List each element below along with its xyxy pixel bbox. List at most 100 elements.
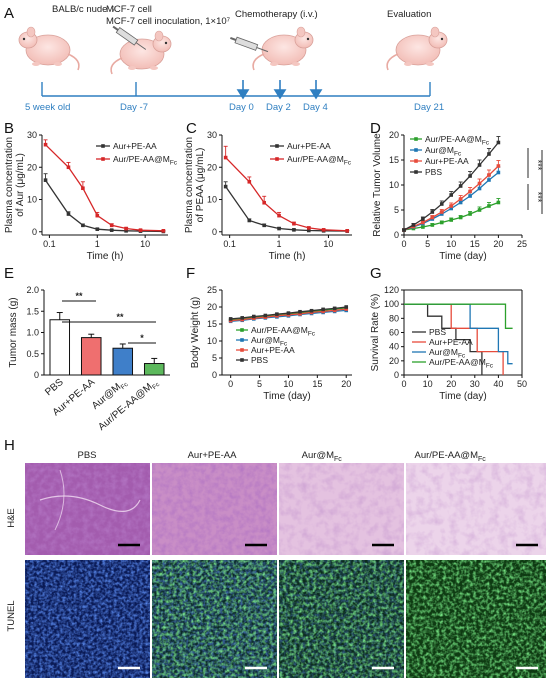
legend-label: Aur+PE-AA [113, 141, 157, 151]
mouse-icon [386, 26, 448, 71]
y-tick-label: 120 [384, 285, 399, 295]
inoculation-label-line1: MCF-7 cell [106, 4, 152, 15]
data-point [275, 312, 279, 316]
legend-label: Aur+PE-AA [425, 156, 469, 166]
x-tick-label: Aur/PE-AA@MFc [96, 376, 161, 434]
series-line [225, 186, 348, 232]
data-point [66, 212, 71, 216]
timeline-label-day-21: Day 21 [414, 102, 444, 113]
column-header-pbs: PBS [77, 450, 96, 461]
data-point [262, 223, 266, 228]
data-point [468, 212, 472, 216]
data-point [138, 228, 143, 232]
y-tick-label: 10 [207, 336, 217, 346]
sig-mark: ** [75, 291, 83, 301]
sig-mark: *** [546, 177, 550, 188]
tunel-image-aur-pe-aa-m [406, 560, 546, 678]
legend-label: PBS [429, 327, 446, 337]
legend-label: Aur@MFc [251, 335, 288, 348]
data-point [487, 204, 491, 208]
y-tick-label: 0 [212, 227, 217, 237]
legend-marker [101, 144, 105, 148]
column-header-subscript: Fc [478, 456, 486, 463]
y-tick-label: 100 [384, 299, 399, 309]
y-axis-label: Relative Tumor Volume [372, 133, 383, 237]
x-tick-label: 0 [228, 379, 233, 389]
data-point [306, 228, 311, 233]
x-tick-label: 20 [493, 239, 503, 249]
data-point [458, 215, 463, 220]
sig-mark: *** [533, 192, 543, 203]
x-tick-label: 10 [283, 379, 293, 389]
data-point [161, 229, 166, 233]
data-point [332, 308, 337, 313]
evaluation-label: Evaluation [387, 9, 431, 20]
data-point [43, 142, 48, 147]
legend-marker [414, 137, 418, 141]
data-point [306, 226, 311, 230]
panel-letter-c: C [186, 120, 197, 137]
y-tick-label: 20 [389, 356, 399, 366]
he-image-aur-m [279, 463, 404, 555]
chemotherapy-label: Chemotherapy (i.v.) [235, 9, 318, 20]
data-point [449, 206, 453, 211]
y-tick-label: 30 [27, 130, 37, 140]
x-tick-label: 10 [446, 239, 456, 249]
row-label-he: H&E [6, 508, 17, 528]
data-point [496, 164, 501, 168]
data-point [477, 208, 482, 212]
y-tick-label: 80 [389, 313, 399, 323]
data-point [449, 193, 453, 197]
panel-a: A BALB/c nude ♀ MCF-7 cell MCF-7 cell in… [4, 4, 448, 113]
data-point [124, 226, 128, 231]
data-point [345, 229, 350, 233]
data-point [240, 316, 245, 320]
timeline-label-day-0: Day 0 [229, 102, 254, 113]
data-point [468, 194, 472, 198]
mouse-icon [110, 30, 172, 75]
y-tick-label: 10 [389, 180, 399, 190]
y-tick-label: 0 [394, 370, 399, 380]
y-tick-label: 20 [207, 162, 217, 172]
panel-h-histology: PBS Aur+PE-AA Aur@M Fc Aur/PE-AA@M Fc H&… [6, 450, 546, 678]
x-tick-label: 5 [257, 379, 262, 389]
data-point [223, 155, 228, 160]
data-point [124, 229, 128, 233]
data-point [439, 202, 444, 206]
y-tick-label: 0 [34, 370, 39, 380]
data-point [81, 223, 85, 228]
panel-letter-g: G [370, 265, 382, 282]
legend-marker [240, 328, 244, 332]
legend-marker [275, 144, 279, 148]
data-point [496, 200, 501, 205]
data-point [421, 225, 425, 229]
chart-g-survival: 0 20 40 60 80 100 120 0 10 20 30 40 50 Time (day) Surv… [370, 285, 527, 402]
data-point [458, 200, 463, 205]
he-image-pbs [25, 463, 150, 555]
significance-d: *** *** *** [527, 148, 550, 214]
y-tick-label: 60 [389, 328, 399, 338]
legend-marker [414, 170, 418, 174]
data-point [247, 218, 252, 223]
timeline-label-day-minus-7: Day -7 [120, 102, 148, 113]
row-label-tunel: TUNEL [6, 600, 17, 631]
y-tick-label: 10 [27, 195, 37, 205]
syringe-icon [230, 36, 269, 53]
data-point [309, 308, 314, 313]
y-tick-label: 1.5 [26, 306, 39, 316]
data-point [344, 305, 349, 309]
data-point [439, 220, 444, 225]
panel-letter-d: D [370, 120, 381, 137]
data-point [277, 213, 281, 218]
tunel-image-aur-pe-aa [152, 560, 277, 678]
x-tick-label: 0.1 [223, 239, 236, 249]
data-point [81, 186, 85, 191]
legend-label: Aur+PE-AA [251, 345, 295, 355]
data-point [277, 226, 281, 231]
series-line [404, 303, 513, 329]
y-tick-label: 40 [389, 342, 399, 352]
y-tick-label: 0.5 [26, 349, 39, 359]
timeline-label-day-4: Day 4 [303, 102, 328, 113]
data-point [496, 170, 501, 175]
